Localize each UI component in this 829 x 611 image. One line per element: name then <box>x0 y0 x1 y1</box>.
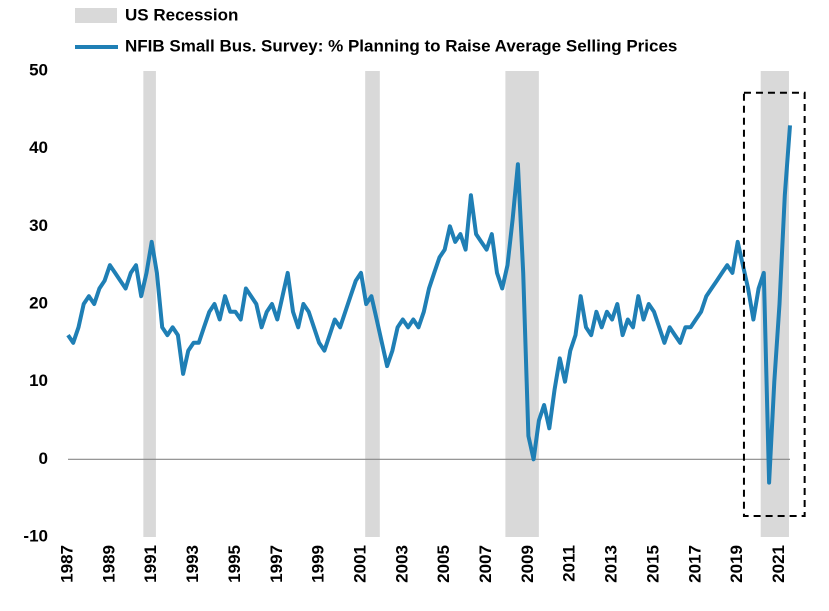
y-tick-label: 40 <box>29 138 48 157</box>
y-tick-label: 30 <box>29 216 48 235</box>
x-tick-label: 2009 <box>518 545 537 583</box>
x-tick-label: 2015 <box>643 545 662 583</box>
x-tick-label: 1989 <box>99 545 118 583</box>
x-tick-label: 1987 <box>57 545 76 583</box>
legend-swatch-recession <box>75 8 117 23</box>
x-tick-label: 2013 <box>602 545 621 583</box>
series-line <box>66 125 792 485</box>
y-tick-label: 10 <box>29 371 48 390</box>
x-tick-label: 2019 <box>727 545 746 583</box>
legend-label: NFIB Small Bus. Survey: % Planning to Ra… <box>125 36 677 55</box>
x-tick-label: 2001 <box>350 545 369 583</box>
legend-label: US Recession <box>125 5 238 24</box>
x-tick-label: 1997 <box>267 545 286 583</box>
x-tick-label: 2003 <box>392 545 411 583</box>
x-tick-label: 2021 <box>769 545 788 583</box>
y-tick-label: 20 <box>29 293 48 312</box>
y-tick-label: 50 <box>29 60 48 79</box>
x-tick-label: 1993 <box>183 545 202 583</box>
y-tick-label: -10 <box>23 526 48 545</box>
x-tick-label: 2011 <box>560 545 579 582</box>
x-tick-label: 2005 <box>434 545 453 583</box>
x-tick-label: 1999 <box>309 545 328 583</box>
recession-band <box>505 71 539 537</box>
x-tick-label: 2007 <box>476 545 495 583</box>
x-tick-label: 1991 <box>141 545 160 583</box>
recession-band <box>143 71 156 537</box>
x-tick-label: 1995 <box>225 545 244 583</box>
highlight-box <box>742 91 806 518</box>
y-tick-label: 0 <box>39 449 48 468</box>
x-tick-label: 2017 <box>685 545 704 583</box>
